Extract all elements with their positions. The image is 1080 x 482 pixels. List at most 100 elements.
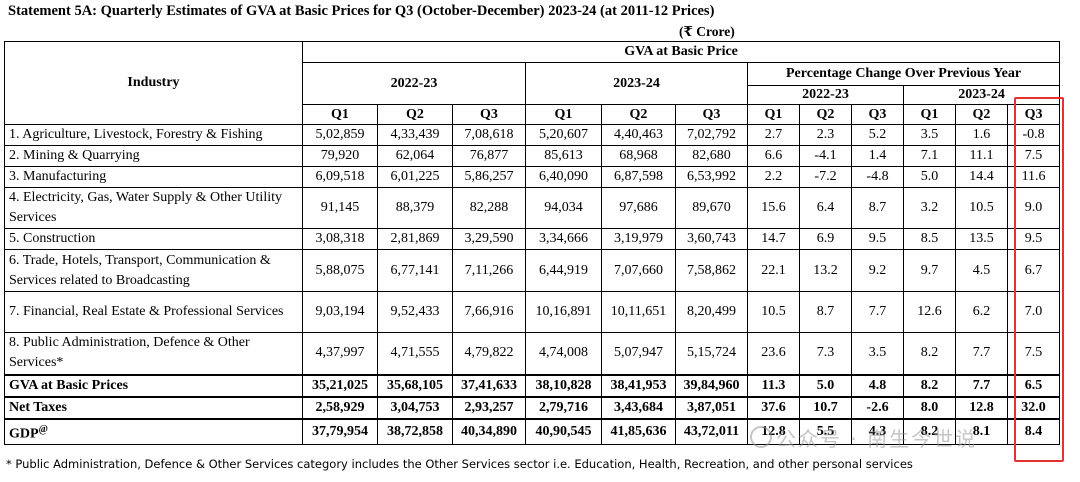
value-cell: 43,72,011 bbox=[675, 417, 748, 446]
value-cell: 5,20,607 bbox=[525, 124, 602, 146]
industry-name: 4. Electricity, Gas, Water Supply & Othe… bbox=[4, 187, 303, 229]
value-cell: 13.2 bbox=[799, 249, 852, 292]
statement-title: Statement 5A: Quarterly Estimates of GVA… bbox=[8, 3, 715, 19]
value-cell: 7,07,660 bbox=[601, 249, 676, 292]
value-cell: 6,40,090 bbox=[525, 166, 602, 188]
value-cell: 3,34,666 bbox=[525, 228, 602, 250]
value-cell: 2.2 bbox=[747, 166, 800, 188]
value-cell: 8.5 bbox=[903, 228, 956, 250]
industry-name: 5. Construction bbox=[4, 228, 303, 250]
value-cell: 10.5 bbox=[955, 187, 1008, 229]
industry-label: 1. Agriculture, Livestock, Forestry & Fi… bbox=[9, 127, 263, 142]
value-cell: 37,79,954 bbox=[302, 417, 378, 446]
value-cell: 6,87,598 bbox=[601, 166, 676, 188]
value-cell: 11.1 bbox=[955, 145, 1008, 167]
value-cell: 79,920 bbox=[302, 145, 378, 167]
value-cell: 1.6 bbox=[955, 124, 1008, 146]
industry-name: GDP@ bbox=[4, 417, 303, 446]
value-cell: 5.0 bbox=[903, 166, 956, 188]
value-cell: 11.3 bbox=[747, 373, 800, 397]
quarter-header: Q3 bbox=[851, 104, 904, 125]
value-cell: 7.7 bbox=[955, 373, 1008, 397]
industry-name: 7. Financial, Real Estate & Professional… bbox=[4, 291, 303, 333]
value-cell: -4.8 bbox=[851, 166, 904, 188]
value-cell: 5,02,859 bbox=[302, 124, 378, 146]
value-cell: 3,87,051 bbox=[675, 395, 748, 419]
value-cell: 13.5 bbox=[955, 228, 1008, 250]
value-cell: 22.1 bbox=[747, 249, 800, 292]
quarter-header: Q1 bbox=[747, 104, 800, 125]
table-row: 3. Manufacturing 6,09,518 6,01,225 5,86,257… bbox=[4, 166, 1061, 188]
table-row: 8. Public Administration, Defence & Othe… bbox=[4, 332, 1061, 375]
value-cell: 11.6 bbox=[1006, 166, 1061, 188]
value-cell: 2,58,929 bbox=[302, 395, 378, 419]
wechat-icon bbox=[750, 426, 772, 448]
industry-label: 6. Trade, Hotels, Transport, Communicati… bbox=[9, 252, 271, 288]
industry-label: 7. Financial, Real Estate & Professional… bbox=[9, 304, 284, 319]
value-cell: 4,40,463 bbox=[601, 124, 676, 146]
industry-name: 8. Public Administration, Defence & Othe… bbox=[4, 332, 303, 375]
value-cell: 10.7 bbox=[799, 395, 852, 419]
quarter-header: Q1 bbox=[302, 104, 378, 125]
value-cell: 10.5 bbox=[747, 291, 800, 333]
value-cell: 4,74,008 bbox=[525, 332, 602, 375]
value-cell: 85,613 bbox=[525, 145, 602, 167]
value-cell: 40,90,545 bbox=[525, 417, 602, 446]
value-cell: 5,88,075 bbox=[302, 249, 378, 292]
value-cell: 6.4 bbox=[799, 187, 852, 229]
q3-highlight-box bbox=[1014, 97, 1064, 462]
industry-label: 8. Public Administration, Defence & Othe… bbox=[9, 335, 250, 371]
value-cell: 5,86,257 bbox=[452, 166, 526, 188]
value-cell: 3,08,318 bbox=[302, 228, 378, 250]
value-cell: -0.8 bbox=[1006, 124, 1061, 146]
table-row: 6. Trade, Hotels, Transport, Communicati… bbox=[4, 249, 1061, 292]
value-cell: 40,34,890 bbox=[452, 417, 526, 446]
watermark-text: 公众号 · 南生今世说 bbox=[776, 427, 978, 451]
value-cell: -2.6 bbox=[851, 395, 904, 419]
value-cell: 10,11,651 bbox=[601, 291, 676, 333]
value-cell: 2,81,869 bbox=[377, 228, 453, 250]
quarter-header: Q1 bbox=[903, 104, 956, 125]
table-row: 1. Agriculture, Livestock, Forestry & Fi… bbox=[4, 124, 1061, 146]
value-cell: -4.1 bbox=[799, 145, 852, 167]
value-cell: 3.5 bbox=[851, 332, 904, 375]
value-cell: 6,44,919 bbox=[525, 249, 602, 292]
industry-name: 2. Mining & Quarrying bbox=[4, 145, 303, 167]
value-cell: 5.2 bbox=[851, 124, 904, 146]
industry-name: 3. Manufacturing bbox=[4, 166, 303, 188]
value-cell: 5,15,724 bbox=[675, 332, 748, 375]
superscript-mark: @ bbox=[38, 423, 48, 435]
value-cell: 89,670 bbox=[675, 187, 748, 229]
quarter-header: Q3 bbox=[675, 104, 748, 125]
quarter-header: Q2 bbox=[601, 104, 676, 125]
industry-header: Industry bbox=[4, 41, 303, 125]
value-cell: 38,10,828 bbox=[525, 373, 602, 397]
value-cell: 2.7 bbox=[747, 124, 800, 146]
value-cell: 3,04,753 bbox=[377, 395, 453, 419]
value-cell: 8.7 bbox=[799, 291, 852, 333]
value-cell: 6.9 bbox=[799, 228, 852, 250]
value-cell: 6.6 bbox=[747, 145, 800, 167]
value-cell: 39,84,960 bbox=[675, 373, 748, 397]
total-row: Net Taxes 2,58,929 3,04,753 2,93,257 2,79,71… bbox=[4, 395, 1061, 419]
value-cell: 9,03,194 bbox=[302, 291, 378, 333]
industry-name: 1. Agriculture, Livestock, Forestry & Fi… bbox=[4, 124, 303, 146]
value-cell: 7,58,862 bbox=[675, 249, 748, 292]
value-cell: 12.6 bbox=[903, 291, 956, 333]
year-header-2023-24: 2023-24 bbox=[525, 62, 748, 105]
value-cell: 6,01,225 bbox=[377, 166, 453, 188]
industry-name: Net Taxes bbox=[4, 395, 303, 419]
watermark: 公众号 · 南生今世说 bbox=[750, 423, 977, 452]
value-cell: 8.0 bbox=[903, 395, 956, 419]
pct-change-header: Percentage Change Over Previous Year bbox=[746, 62, 1061, 86]
value-cell: 8.1 bbox=[955, 417, 1008, 446]
value-cell: 82,680 bbox=[675, 145, 748, 167]
value-cell: 3,29,590 bbox=[452, 228, 526, 250]
industry-label: 2. Mining & Quarrying bbox=[9, 148, 140, 163]
value-cell: 35,68,105 bbox=[377, 373, 453, 397]
value-cell: 4,79,822 bbox=[452, 332, 526, 375]
value-cell: 6,09,518 bbox=[302, 166, 378, 188]
value-cell: 9.5 bbox=[1006, 228, 1061, 250]
pct-year-header-2022-23: 2022-23 bbox=[747, 85, 904, 105]
value-cell: 9,52,433 bbox=[377, 291, 453, 333]
